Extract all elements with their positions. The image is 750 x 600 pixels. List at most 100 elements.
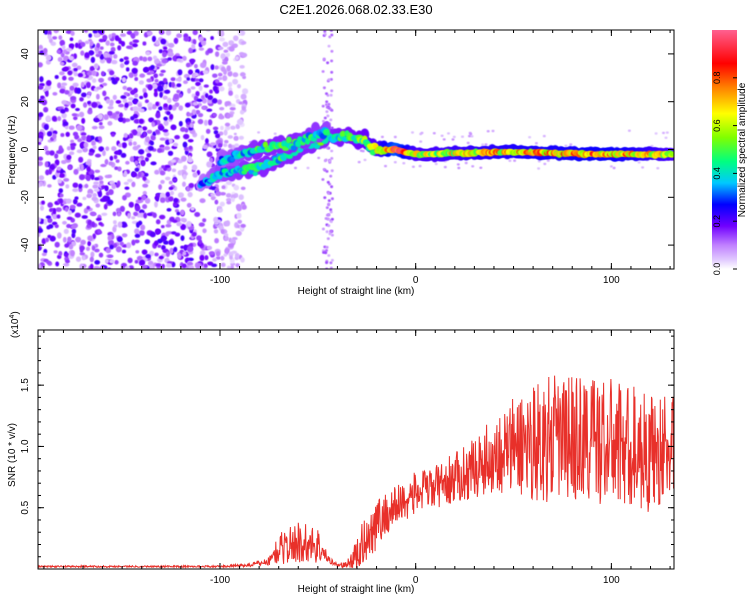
- noise-cell: [64, 206, 69, 212]
- noise-cell: [132, 141, 137, 146]
- noise-cell: [103, 52, 109, 58]
- noise-cell: [98, 121, 103, 126]
- colorbar-tick-label: 0.6: [712, 119, 722, 132]
- noise-cell: [71, 113, 78, 117]
- noise-cell: [210, 193, 216, 197]
- noise-cell: [216, 205, 223, 210]
- stripe-cell: [325, 92, 328, 95]
- noise-cell: [131, 129, 138, 136]
- stripe-cell: [330, 217, 334, 221]
- noise-cell: [128, 141, 133, 146]
- noise-cell: [215, 133, 221, 139]
- colorbar-ticks: 0.0 0.2 0.4 0.6 0.8: [712, 72, 737, 275]
- noise-cell: [241, 52, 248, 58]
- noise-cell: [104, 185, 109, 192]
- noise-cell: [92, 184, 99, 189]
- x-tick-label: -100: [210, 575, 230, 586]
- noise-cell: [220, 262, 226, 268]
- noise-cell: [418, 164, 422, 168]
- stripe-cell: [323, 116, 327, 120]
- noise-cell: [75, 87, 82, 94]
- figure-title: C2E1.2026.068.02.33.E30: [279, 2, 432, 17]
- noise-cell: [217, 72, 223, 77]
- noise-cell: [654, 132, 658, 135]
- noise-cell: [156, 148, 163, 153]
- snr-y-multiplier: (x104): [9, 311, 21, 338]
- noise-cell: [229, 106, 236, 111]
- noise-cell: [111, 183, 117, 190]
- colorbar-tick-label: 0.2: [712, 215, 722, 228]
- noise-cell: [88, 50, 95, 56]
- noise-cell: [78, 183, 83, 189]
- noise-cell: [464, 161, 468, 165]
- noise-cell: [140, 161, 146, 167]
- noise-cell: [68, 151, 75, 156]
- noise-cell: [181, 263, 187, 269]
- noise-cell: [87, 240, 92, 247]
- noise-cell: [38, 228, 44, 234]
- noise-cell: [94, 118, 100, 123]
- noise-cell: [60, 159, 67, 165]
- stripe-cell: [323, 33, 327, 36]
- noise-cell: [184, 146, 188, 151]
- noise-cell: [77, 138, 83, 143]
- stripe-cell: [330, 258, 334, 262]
- noise-cell: [91, 212, 97, 216]
- noise-cell: [160, 69, 166, 74]
- noise-cell: [85, 174, 91, 182]
- noise-cell: [158, 184, 163, 190]
- noise-cell: [107, 121, 113, 126]
- noise-cell: [84, 183, 89, 189]
- noise-cell: [55, 261, 60, 267]
- noise-cell: [72, 198, 78, 205]
- noise-cell: [153, 91, 158, 98]
- noise-cell: [176, 221, 183, 227]
- noise-cell: [158, 49, 163, 54]
- noise-cell: [63, 177, 70, 182]
- noise-cell: [175, 77, 181, 82]
- noise-cell: [230, 264, 235, 269]
- noise-cell: [52, 208, 57, 215]
- noise-cell: [230, 194, 236, 200]
- noise-cell: [131, 172, 138, 178]
- noise-cell: [537, 167, 541, 170]
- stripe-cell: [327, 102, 331, 106]
- noise-cell: [180, 155, 187, 162]
- spectrogram-x-label: Height of straight line (km): [298, 286, 415, 297]
- noise-cell: [224, 56, 229, 62]
- noise-cell: [80, 164, 85, 171]
- noise-cell: [180, 245, 185, 249]
- noise-cell: [155, 263, 162, 268]
- noise-cell: [119, 63, 125, 69]
- noise-cell: [508, 159, 512, 162]
- noise-cell: [120, 40, 126, 47]
- noise-cell: [114, 166, 119, 171]
- noise-cell: [168, 239, 175, 246]
- noise-cell: [208, 251, 215, 256]
- stripe-cell: [324, 251, 328, 255]
- noise-cell: [184, 102, 191, 108]
- noise-cell: [53, 250, 58, 254]
- noise-cell: [207, 48, 214, 54]
- noise-cell: [173, 37, 179, 44]
- noise-cell: [238, 194, 244, 201]
- noise-cell: [94, 32, 101, 38]
- noise-cell: [194, 212, 201, 217]
- noise-cell: [466, 141, 470, 145]
- noise-cell: [144, 136, 151, 143]
- noise-cell: [65, 131, 70, 137]
- noise-cell: [146, 152, 152, 158]
- noise-cell: [111, 146, 117, 152]
- noise-cell: [217, 46, 224, 51]
- noise-cell: [210, 64, 215, 71]
- noise-cell: [123, 91, 129, 96]
- noise-cell: [393, 135, 397, 139]
- noise-cell: [186, 77, 191, 81]
- noise-cell: [168, 138, 174, 144]
- noise-cell: [234, 94, 239, 99]
- noise-cell: [150, 64, 155, 70]
- stripe-cell: [321, 70, 325, 73]
- noise-cell: [118, 112, 123, 118]
- noise-cell: [210, 142, 217, 146]
- noise-cell: [227, 81, 233, 88]
